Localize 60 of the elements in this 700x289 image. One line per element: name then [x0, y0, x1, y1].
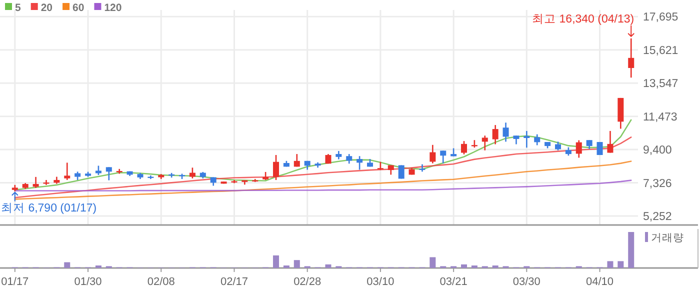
- candlestick: [461, 140, 467, 155]
- x-tick-label: 02/17: [220, 276, 248, 288]
- candlestick: [430, 144, 436, 164]
- x-tick-label: 03/30: [512, 276, 540, 288]
- y-tick-label: 7,326: [643, 178, 672, 190]
- bar: [430, 257, 436, 268]
- candlestick: [32, 176, 39, 189]
- candlestick: [388, 164, 394, 176]
- bar: [471, 265, 478, 268]
- bar: [607, 261, 614, 268]
- x-tick-label: 01/17: [1, 276, 29, 288]
- bar: [283, 265, 290, 268]
- bar: [628, 232, 634, 268]
- legend-label: 5: [15, 2, 21, 14]
- bar: [325, 264, 332, 268]
- y-tick-label: 11,473: [643, 111, 678, 124]
- x-tick-label: 03/21: [440, 276, 468, 288]
- candlestick: [106, 166, 112, 181]
- candlestick: [534, 134, 540, 146]
- bar: [294, 260, 300, 268]
- bar: [64, 262, 70, 268]
- candlestick: [294, 153, 300, 168]
- candlestick: [596, 142, 603, 155]
- x-tick-label: 02/28: [294, 276, 322, 288]
- candlestick: [618, 97, 624, 130]
- y-tick-label: 13,547: [643, 78, 678, 90]
- candlestick: [607, 130, 614, 154]
- legend-label: 60: [72, 2, 84, 14]
- legend-label: 120: [104, 2, 122, 14]
- candlestick: [95, 165, 102, 176]
- candlestick: [356, 155, 363, 170]
- y-tick-label: 9,400: [643, 144, 672, 157]
- y-tick-label: 15,621: [643, 44, 678, 57]
- candlestick: [189, 166, 196, 180]
- candlestick: [524, 130, 530, 148]
- bar: [618, 261, 624, 268]
- candlestick: [492, 124, 498, 145]
- candlestick: [273, 154, 280, 181]
- bar: [492, 265, 498, 268]
- x-tick-label: 04/10: [586, 276, 614, 288]
- candlestick: [398, 164, 404, 180]
- y-tick-label: 17,695: [643, 12, 678, 24]
- candlestick: [440, 150, 446, 164]
- bar: [461, 264, 467, 268]
- candlestick: [482, 134, 488, 151]
- x-tick-label: 03/10: [366, 276, 394, 288]
- line-series: [14, 160, 632, 200]
- bar: [95, 265, 102, 268]
- bar: [273, 255, 280, 268]
- candlestick: [576, 140, 582, 158]
- candlestick: [346, 153, 352, 164]
- legend-label: 20: [40, 2, 53, 14]
- annotation: 최고 16,340 (04/13): [532, 13, 634, 26]
- x-tick-label: 01/30: [74, 276, 102, 288]
- candlestick: [502, 122, 509, 142]
- y-tick-label: 5,252: [643, 210, 672, 223]
- annotation: 최저 6,790 (01/17): [1, 202, 97, 214]
- candlestick: [64, 162, 70, 181]
- x-tick-label: 02/08: [147, 276, 175, 288]
- legend-label: 거래량: [651, 232, 684, 244]
